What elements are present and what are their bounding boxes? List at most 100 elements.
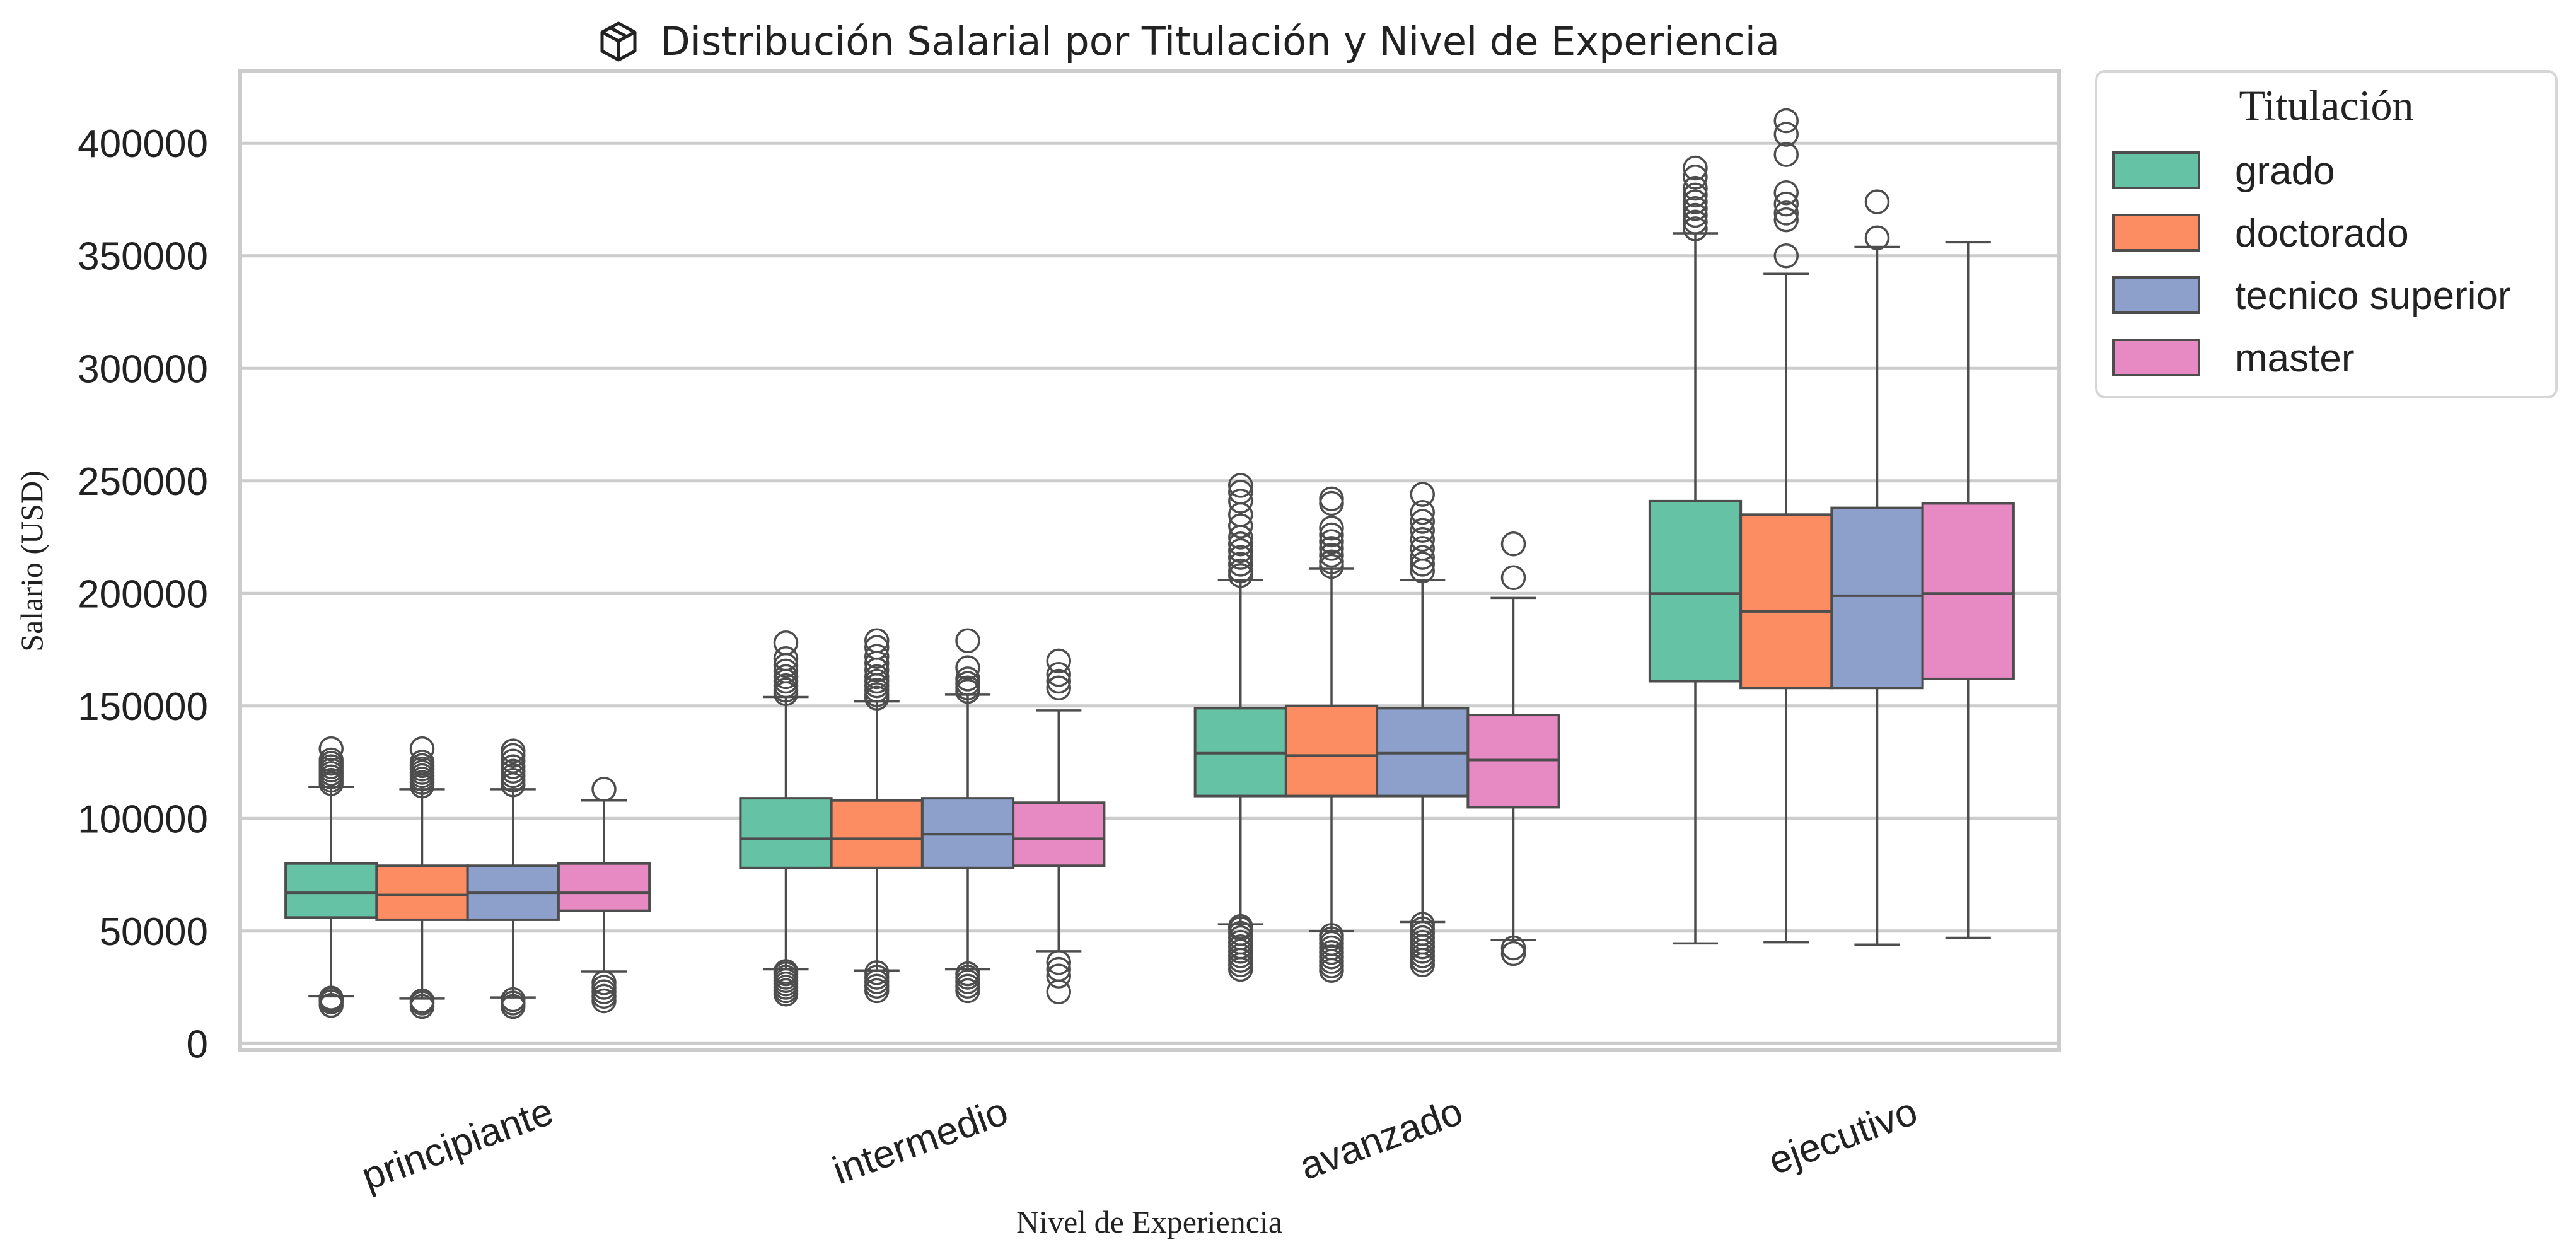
outlier-point (1773, 191, 1799, 217)
outlier-point (1683, 175, 1708, 201)
outlier-point (955, 666, 980, 692)
outlier-point (318, 747, 344, 773)
outlier-point (955, 655, 980, 680)
box-master-principiante (557, 777, 651, 1014)
box-iqr (557, 862, 651, 912)
outlier-point (1773, 200, 1799, 226)
box-doctorado-principiante (375, 736, 469, 1019)
box-iqr (1012, 801, 1106, 867)
outlier-point (1319, 515, 1344, 541)
y-tick-label: 250000 (78, 460, 208, 504)
legend-label: tecnico superior (2235, 274, 2511, 318)
y-tick-label: 200000 (78, 572, 208, 616)
box-iqr (1739, 513, 1833, 690)
x-axis-label: Nivel de Experiencia (1016, 1204, 1282, 1239)
outlier-point (1683, 209, 1708, 235)
x-tick-label: principiante (356, 1089, 559, 1198)
outlier-point (1683, 189, 1708, 214)
outlier-point (1228, 558, 1253, 584)
package-box-icon (600, 21, 637, 62)
outlier-point (1410, 518, 1435, 543)
outlier-point (1410, 482, 1435, 507)
outlier-point (955, 961, 980, 987)
x-tick-label: ejecutivo (1763, 1089, 1923, 1183)
legend: Titulación grado doctorado tecnico superio… (2095, 70, 2558, 398)
x-axis-ticks: principiante intermedio avanzado ejecutivo (356, 1089, 1923, 1198)
y-tick-label: 50000 (100, 910, 208, 954)
outlier-point (1228, 914, 1253, 939)
outlier-point (1773, 207, 1799, 233)
box-doctorado-ejecutivo (1739, 108, 1833, 944)
outlier-point (1410, 536, 1435, 561)
box-iqr (1284, 704, 1379, 798)
outlier-point (1046, 963, 1071, 989)
box-doctorado-avanzado (1284, 486, 1379, 983)
outlier-point (864, 664, 890, 690)
y-tick-label: 0 (187, 1023, 208, 1066)
legend-label: master (2235, 337, 2354, 380)
x-tick-label: intermedio (827, 1089, 1014, 1193)
outlier-point (773, 664, 799, 690)
outlier-point (1046, 648, 1071, 674)
outlier-point (1410, 509, 1435, 534)
legend-label: grado (2235, 149, 2335, 193)
box-master-ejecutivo (1921, 241, 2015, 939)
box-tecnico-superior-principiante (466, 738, 560, 1019)
outlier-point (1410, 526, 1435, 552)
legend-label: doctorado (2235, 212, 2409, 255)
box-tecnico-superior-intermedio (920, 628, 1015, 1004)
outlier-point (1319, 522, 1344, 548)
x-tick-label: avanzado (1294, 1089, 1468, 1188)
legend-swatch (2112, 151, 2200, 189)
outlier-point (1319, 542, 1344, 568)
outlier-point (1773, 180, 1799, 206)
outlier-point (1683, 196, 1708, 221)
outlier-point (1864, 225, 1890, 250)
outlier-point (409, 736, 435, 762)
box-plots (284, 108, 2015, 1019)
box-tecnico-superior-avanzado (1376, 482, 1470, 978)
outlier-point (1683, 155, 1708, 181)
outlier-point (1410, 499, 1435, 525)
outlier-point (773, 959, 799, 984)
box-iqr (375, 864, 469, 921)
outlier-point (773, 630, 799, 656)
outlier-point (1683, 182, 1708, 208)
legend-swatch (2112, 339, 2200, 376)
outlier-point (1773, 243, 1799, 269)
outlier-point (1046, 950, 1071, 975)
outlier-point (1228, 531, 1253, 557)
outlier-point (1773, 142, 1799, 167)
outlier-point (864, 644, 890, 669)
outlier-point (955, 628, 980, 653)
box-master-avanzado (1466, 531, 1560, 966)
y-axis-ticks: 0 50000 100000 150000 200000 250000 300000 3500… (78, 122, 208, 1066)
box-grado-ejecutivo (1648, 155, 1743, 945)
outlier-point (318, 985, 344, 1011)
outlier-point (501, 987, 526, 1012)
outlier-point (864, 635, 890, 660)
box-iqr (739, 797, 833, 869)
outlier-point (1046, 675, 1071, 700)
outlier-point (501, 738, 526, 763)
legend-frame (2095, 70, 2558, 398)
outlier-point (773, 646, 799, 671)
y-axis-label: Salario (USD) (14, 470, 49, 651)
outlier-point (773, 658, 799, 684)
box-master-intermedio (1012, 648, 1106, 1004)
outlier-point (1228, 489, 1253, 514)
outlier-point (1683, 165, 1708, 190)
box-iqr (830, 799, 924, 869)
outlier-point (1046, 668, 1071, 694)
plot-frame (238, 69, 2061, 1052)
y-tick-label: 100000 (78, 798, 208, 841)
outlier-point (501, 754, 526, 779)
box-doctorado-intermedio (830, 628, 924, 1004)
outlier-point (1228, 538, 1253, 564)
outlier-point (864, 628, 890, 653)
outlier-point (1500, 941, 1526, 966)
box-grado-principiante (284, 736, 378, 1018)
box-iqr (1921, 502, 2015, 680)
outlier-point (1228, 473, 1253, 498)
outlier-point (1319, 529, 1344, 554)
